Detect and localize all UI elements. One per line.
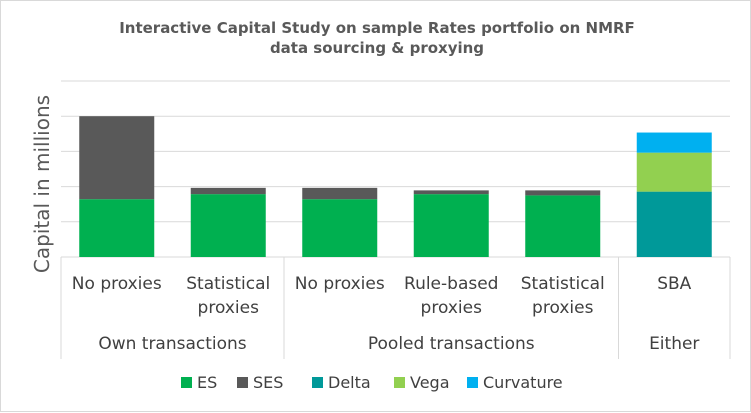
bar-vega-6 [636, 152, 712, 192]
category-label: Statistical proxies [521, 274, 605, 318]
chart-title-line-1: Interactive Capital Study on sample Rate… [119, 19, 635, 37]
category-label: Rule-based proxies [404, 274, 498, 318]
bar-es-2 [190, 194, 266, 257]
bar-es-4 [413, 194, 489, 257]
bars [79, 116, 712, 257]
category-labels: No proxies Statistical proxies No proxies Ru… [72, 274, 692, 318]
gridlines [61, 80, 730, 258]
legend: ES SES Delta Vega Curvature [181, 373, 563, 392]
legend-label-vega: Vega [410, 373, 450, 392]
legend-label-delta: Delta [328, 373, 371, 392]
legend-swatch-ses [237, 377, 248, 388]
bar-ses-1 [79, 116, 155, 200]
group-labels: Own transactions Pooled transactions Eithe… [60, 257, 731, 359]
group-label: Pooled transactions [368, 334, 535, 354]
bar-ses-4 [413, 190, 489, 195]
group-label: Own transactions [98, 334, 246, 354]
bar-ses-5 [525, 190, 601, 196]
category-label: No proxies [295, 274, 385, 294]
legend-label-es: ES [197, 373, 217, 392]
legend-swatch-es [181, 377, 192, 388]
group-label: Either [649, 334, 699, 354]
bar-delta-6 [636, 191, 712, 257]
bar-es-5 [525, 195, 601, 257]
legend-swatch-curvature [467, 377, 478, 388]
legend-label-ses: SES [253, 373, 283, 392]
chart-title-line-2: data sourcing & proxying [270, 39, 484, 57]
category-label: No proxies [72, 274, 162, 294]
bar-ses-3 [302, 187, 378, 200]
category-label: SBA [657, 274, 691, 294]
bar-es-3 [302, 199, 378, 257]
y-axis-title: Capital in millions [30, 95, 54, 273]
bar-curvature-6 [636, 132, 712, 153]
legend-swatch-delta [312, 377, 323, 388]
bar-es-1 [79, 199, 155, 257]
category-label: Statistical proxies [186, 274, 270, 318]
legend-label-curvature: Curvature [483, 373, 563, 392]
legend-swatch-vega [394, 377, 405, 388]
bar-ses-2 [190, 187, 266, 195]
